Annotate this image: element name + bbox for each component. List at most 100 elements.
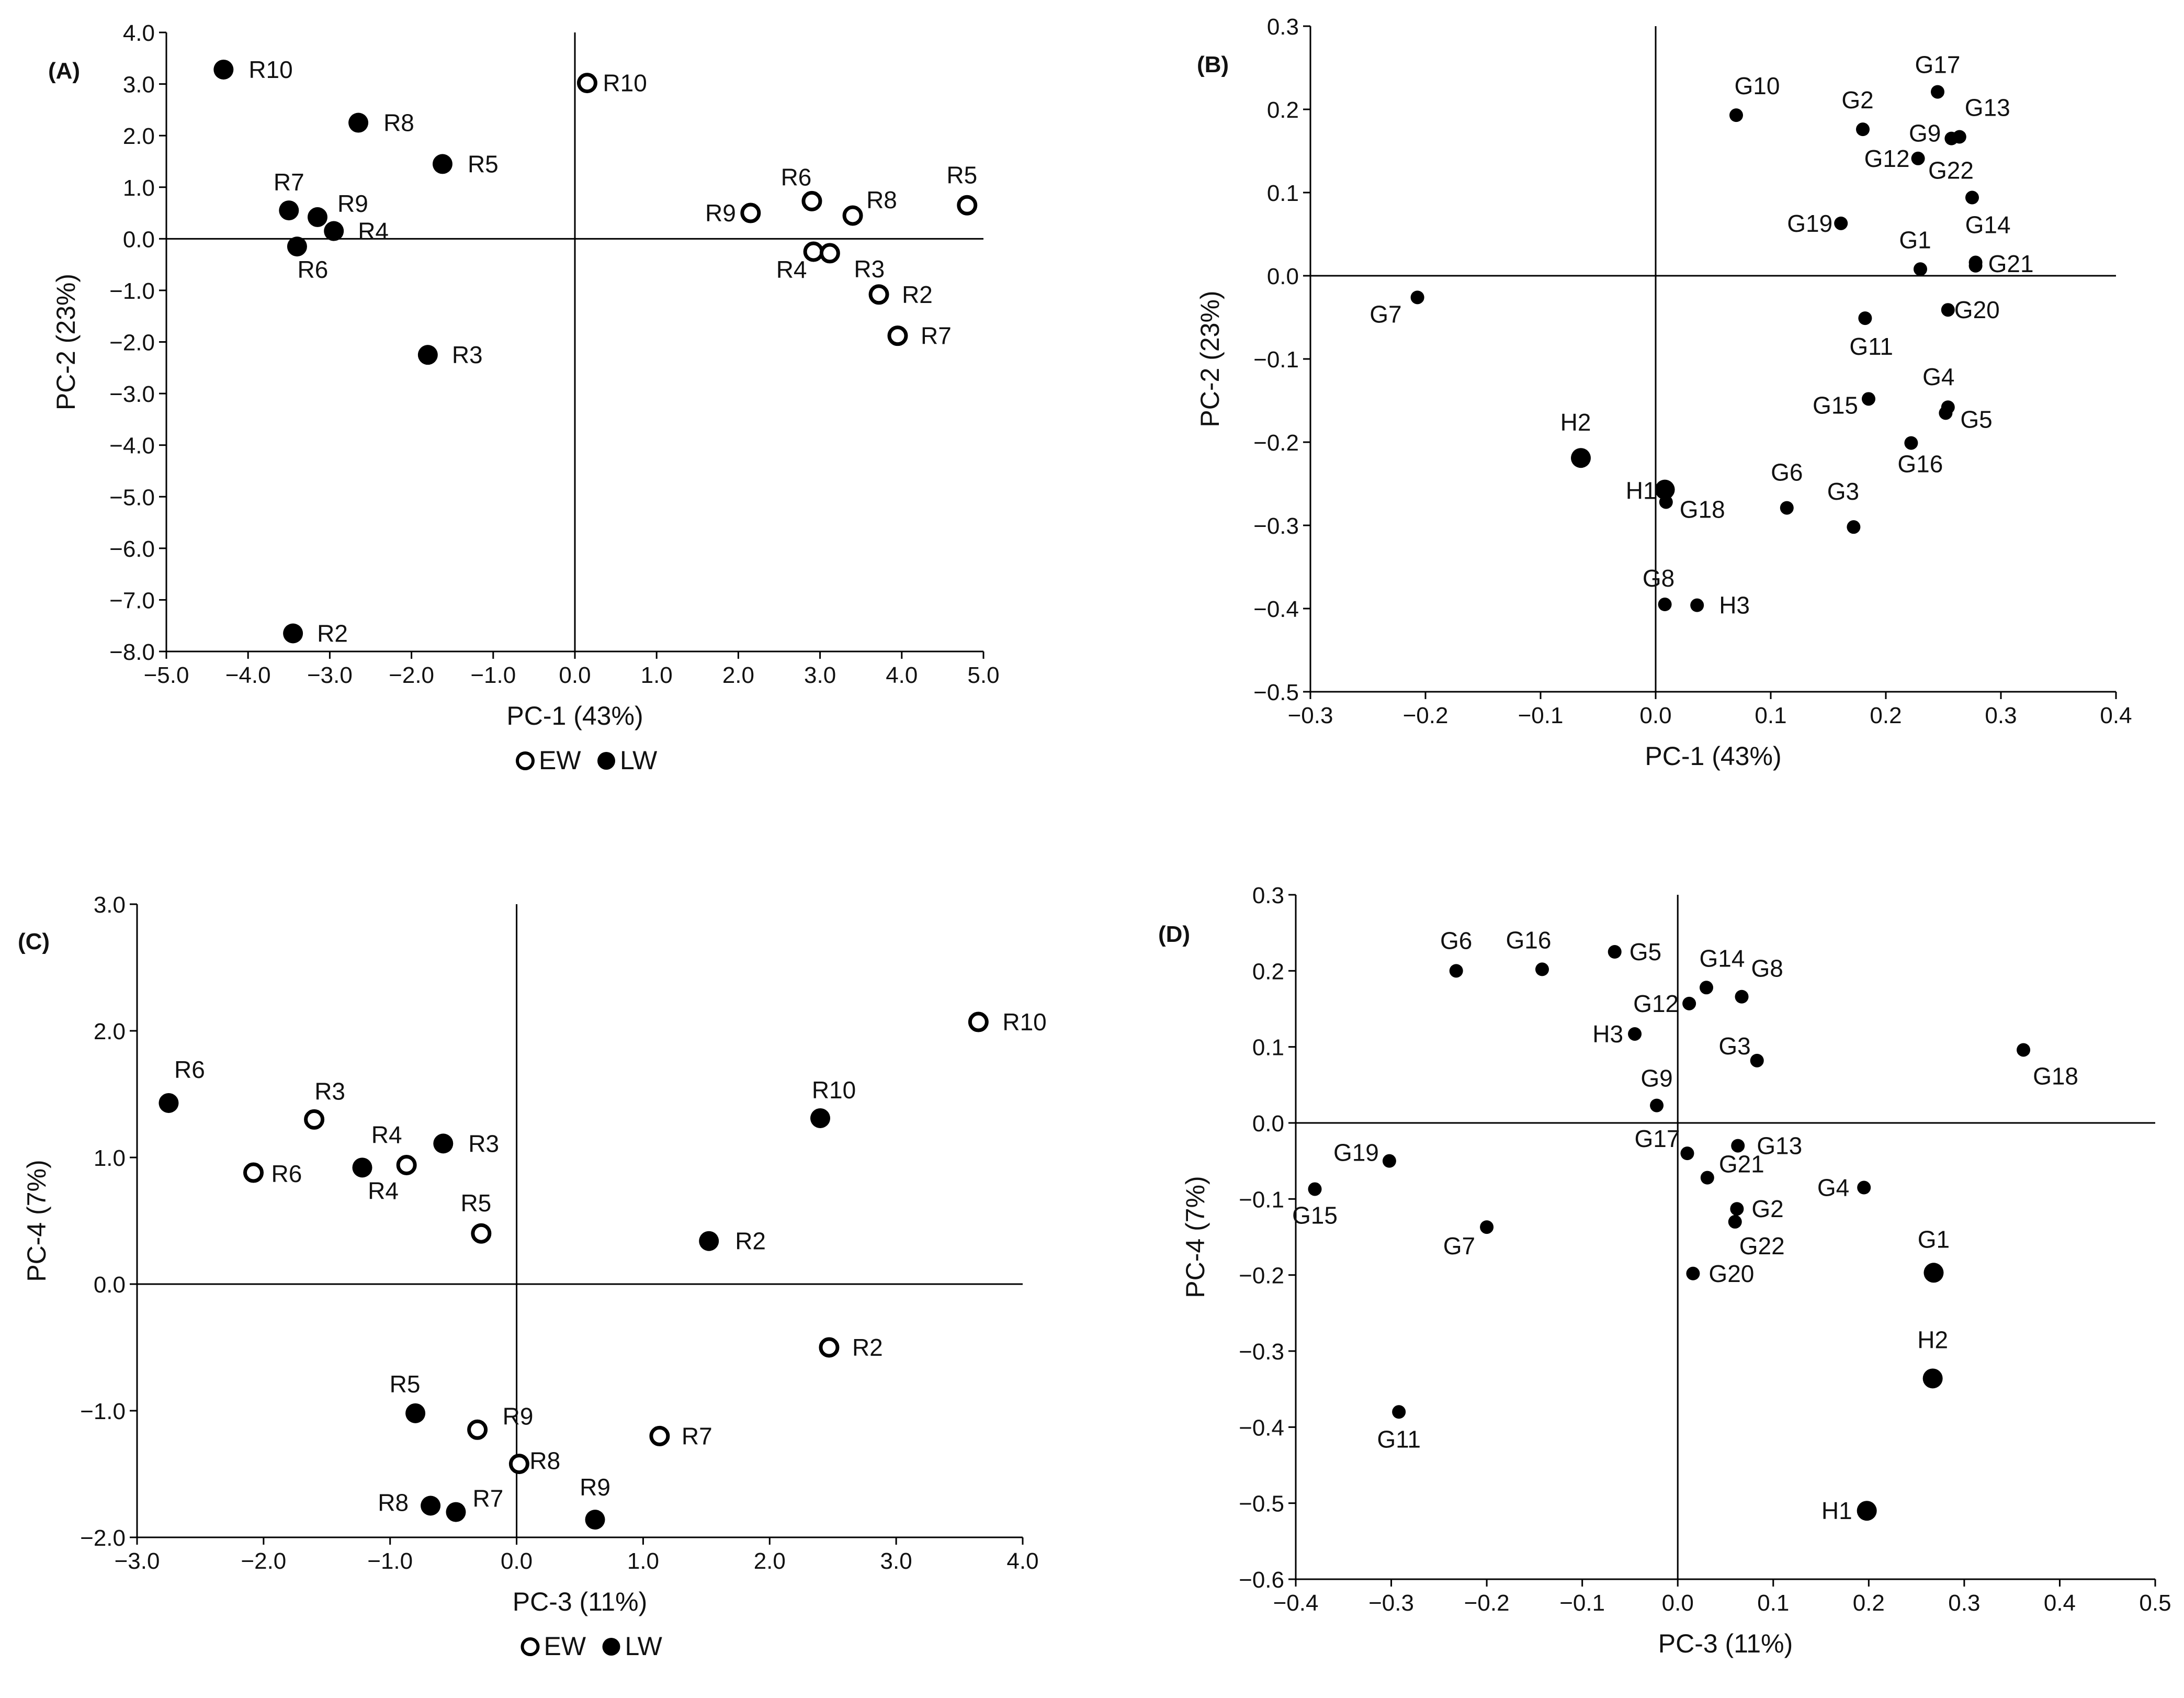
y-tick-label: 1.0 (94, 1145, 126, 1171)
point-label: G9 (1909, 120, 1941, 147)
point-label: R8 (866, 186, 897, 213)
x-tick-label: −2.0 (389, 662, 434, 688)
y-axis-title: PC-4 (7%) (22, 1160, 51, 1281)
y-axis-title: PC-2 (23%) (51, 274, 81, 410)
panel-c: (C)−3.0 −2.0 −1.0 0.0 1.0 2.0 3.0 4.0−2.0−1.00.… (18, 892, 1047, 1661)
point-label: G6 (1440, 927, 1472, 954)
x-tick-label: 0.4 (2044, 1590, 2076, 1616)
point-label: G9 (1640, 1065, 1672, 1092)
point-label: G3 (1827, 478, 1859, 505)
point-label: R2 (735, 1228, 766, 1255)
point-g-g6 (1449, 964, 1463, 978)
x-tick-label: 5.0 (967, 662, 999, 688)
x-axis-title: PC-3 (11%) (1658, 1629, 1793, 1658)
point-label: R5 (946, 161, 977, 188)
y-tick-label: −0.1 (1253, 347, 1299, 373)
point-lw-r9 (585, 1510, 605, 1530)
y-axis-title: PC-2 (23%) (1195, 290, 1225, 427)
point-label: R3 (452, 341, 483, 368)
point-label: G12 (1633, 990, 1679, 1017)
point-label: R8 (383, 109, 414, 137)
x-tick-label: −2.0 (241, 1548, 286, 1574)
point-g-h3 (1690, 598, 1704, 612)
y-tick-label: 0.3 (1252, 883, 1284, 908)
point-label: R10 (1002, 1008, 1046, 1036)
point-label: R6 (271, 1160, 302, 1187)
point-h-g1 (1923, 1263, 1944, 1283)
point-label: G15 (1813, 391, 1858, 419)
point-label: R2 (902, 281, 933, 308)
point-ew-r2 (819, 1337, 840, 1358)
point-label: R6 (781, 163, 812, 190)
x-tick-label: 4.0 (1006, 1548, 1038, 1574)
point-ew-r10 (968, 1011, 989, 1032)
point-g-g11 (1858, 311, 1872, 325)
point-label: G21 (1988, 250, 2034, 277)
point-g-g10 (1729, 108, 1743, 122)
point-label: G13 (1965, 94, 2010, 121)
y-tick-label: −0.5 (1239, 1491, 1284, 1517)
point-label: G18 (1680, 496, 1725, 523)
y-tick-label: −0.2 (1253, 430, 1299, 456)
x-tick-label: −0.3 (1368, 1590, 1414, 1616)
point-label: R7 (682, 1422, 712, 1449)
x-tick-label: 0.3 (1948, 1590, 1980, 1616)
point-label: G17 (1635, 1125, 1680, 1152)
point-g-g17 (1931, 85, 1944, 99)
point-lw-r3 (433, 1133, 454, 1154)
y-tick-label: 0.0 (1267, 264, 1299, 289)
y-tick-label: 0.0 (123, 227, 155, 252)
point-g-g22 (1728, 1215, 1742, 1229)
point-label: H2 (1917, 1326, 1948, 1353)
point-label: G3 (1718, 1032, 1750, 1060)
point-h-h2 (1571, 448, 1591, 468)
point-label: G1 (1918, 1225, 1950, 1253)
point-label: H1 (1821, 1497, 1852, 1524)
x-tick-label: 0.1 (1757, 1590, 1789, 1616)
panel-a: (A) −5.0 −4.0 −3.0 −2.0 −1.0 0.0 1.0 2.0 3.0 4.0 5.… (48, 20, 1000, 775)
point-label: G7 (1370, 300, 1401, 328)
x-tick-label: −0.1 (1559, 1590, 1605, 1616)
point-ew-r9 (467, 1419, 488, 1440)
y-tick-label: −0.4 (1239, 1415, 1284, 1441)
point-lw-r4 (352, 1157, 372, 1178)
x-tick-label: 2.0 (754, 1548, 786, 1574)
point-lw-r10 (213, 59, 234, 80)
point-label: G8 (1643, 565, 1674, 592)
x-tick-label: 0.3 (1985, 703, 2017, 728)
point-label: R5 (468, 150, 499, 177)
x-tick-label: 0.0 (1639, 703, 1671, 728)
x-tick-label: 0.0 (559, 662, 591, 688)
x-tick-label: −3.0 (115, 1548, 160, 1574)
point-ew-r2 (868, 284, 889, 305)
point-lw-r7 (279, 200, 299, 221)
point-label: G11 (1377, 1425, 1421, 1453)
point-label: H3 (1719, 592, 1750, 619)
point-label: R9 (337, 190, 368, 217)
point-ew-r3 (304, 1109, 325, 1130)
x-tick-label: 0.2 (1853, 1590, 1885, 1616)
point-g-g13 (1952, 130, 1966, 144)
x-tick-label: 1.0 (641, 662, 673, 688)
point-label: G16 (1897, 451, 1943, 478)
x-tick-label: −0.2 (1403, 703, 1449, 728)
y-tick-label: 3.0 (94, 892, 126, 918)
point-label: R6 (174, 1056, 205, 1083)
point-label: R4 (368, 1177, 399, 1204)
point-g-g17 (1680, 1146, 1694, 1161)
legend-label-ew: EW (544, 1632, 586, 1661)
point-lw-r10 (810, 1108, 831, 1128)
point-h-h1 (1857, 1501, 1877, 1521)
y-tick-label: −0.3 (1253, 513, 1299, 539)
point-label: G17 (1915, 51, 1961, 78)
point-label: R4 (358, 218, 389, 245)
panel-label: (B) (1197, 52, 1229, 77)
panel-label: (D) (1158, 921, 1190, 947)
x-tick-label: −0.2 (1464, 1590, 1510, 1616)
point-ew-r8 (508, 1454, 529, 1475)
point-label: R9 (503, 1402, 534, 1430)
point-g-g21 (1968, 258, 1983, 273)
point-g-g19 (1834, 216, 1848, 230)
x-tick-label: 3.0 (880, 1548, 912, 1574)
x-tick-label: −0.3 (1288, 703, 1333, 728)
